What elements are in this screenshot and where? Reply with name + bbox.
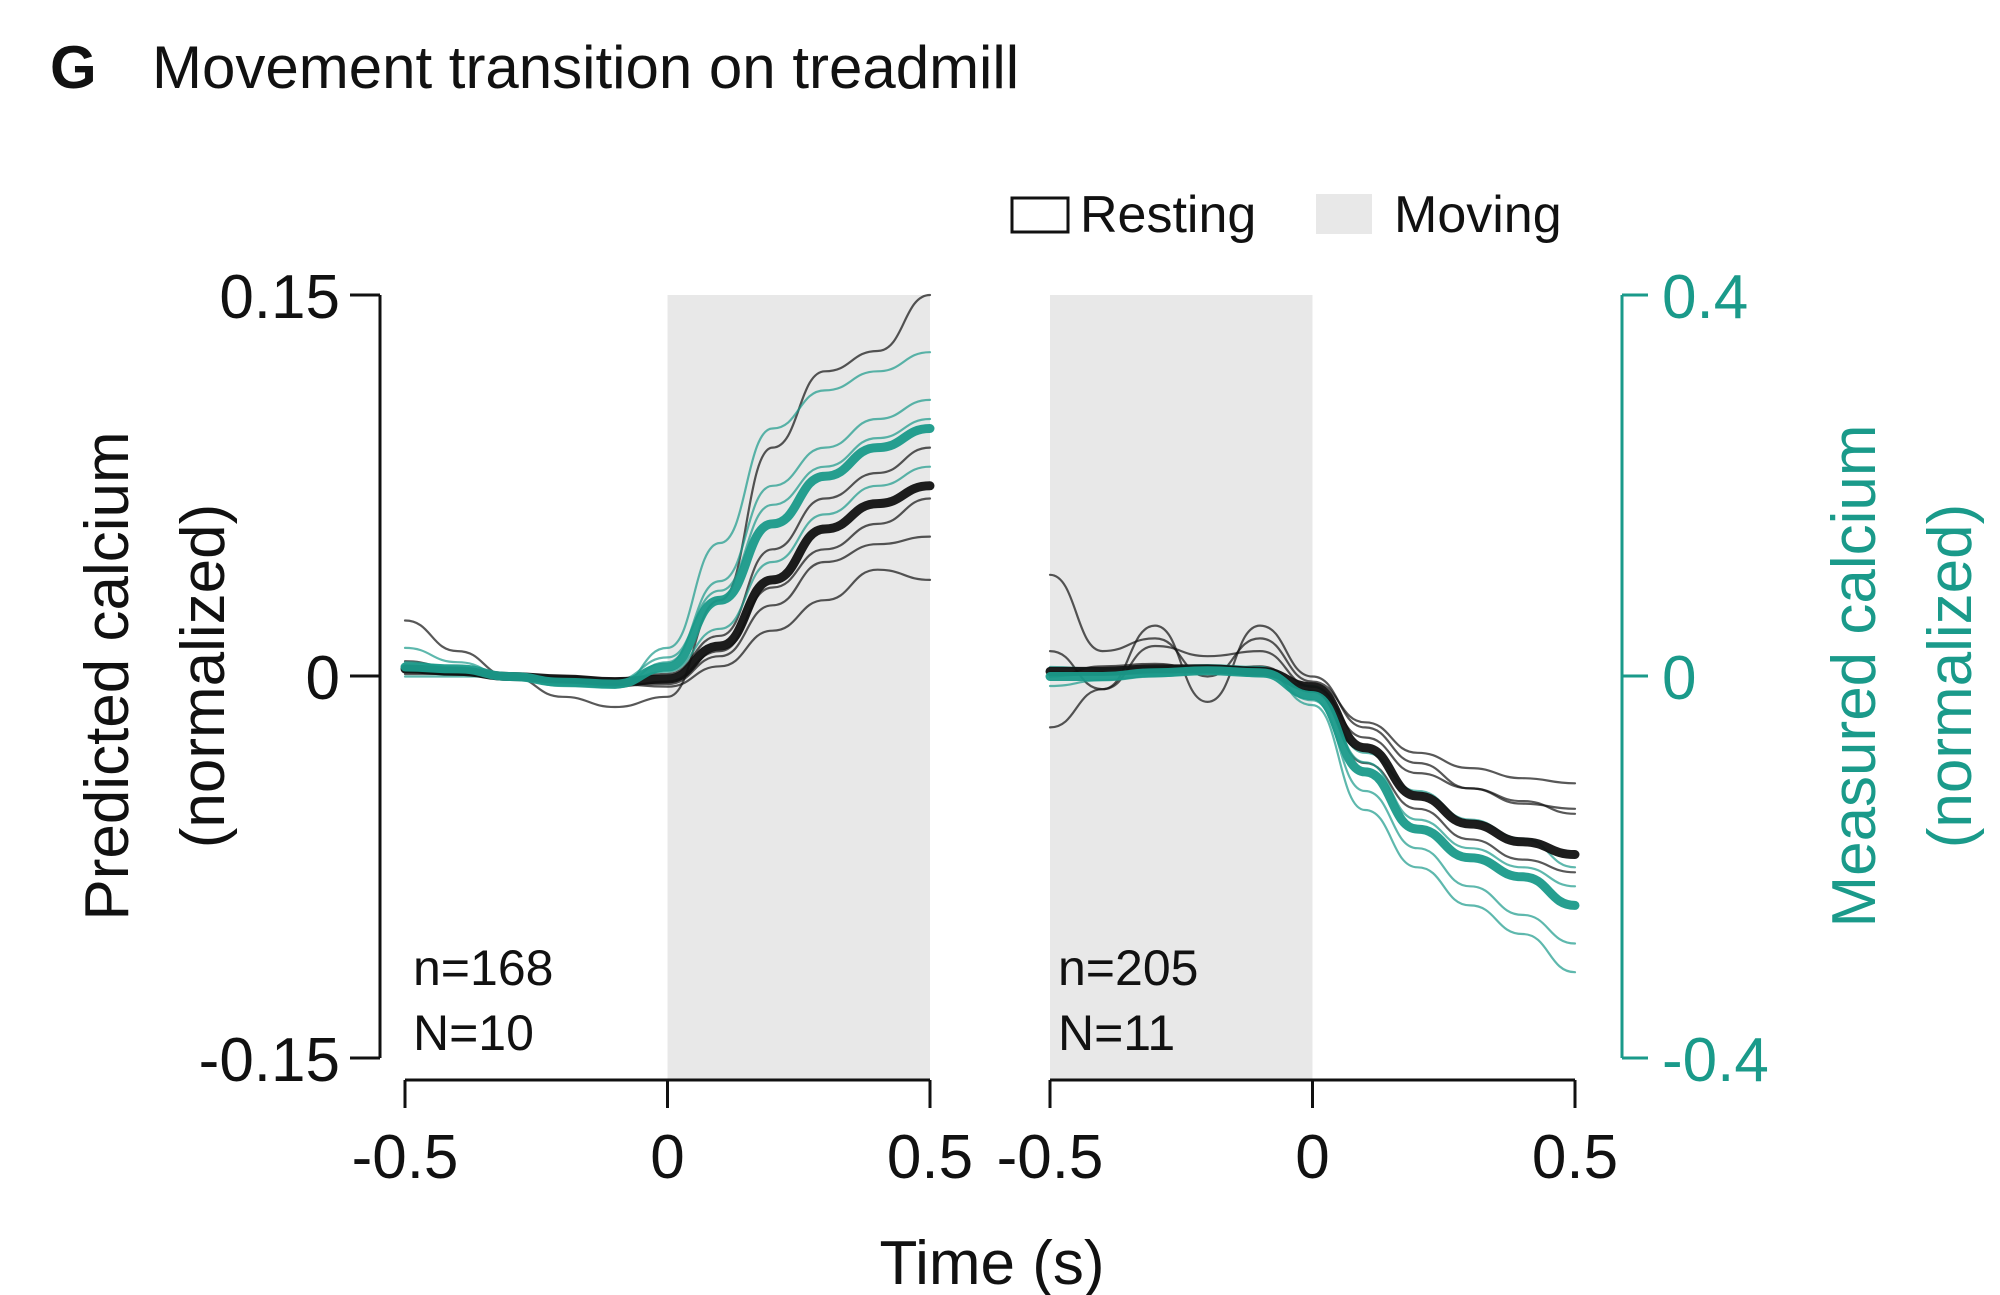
x-tick-label-1-2: 0.5: [887, 1123, 973, 1192]
annotation-n-2: n=205: [1058, 940, 1198, 996]
panel-rest-to-move: -0.5 0 0.5 n=168 N=10: [352, 293, 973, 1192]
right-axis-title-line2: (normalized): [1916, 504, 1985, 849]
left-axis-title: Predicted calcium (normalized): [73, 431, 238, 920]
left-axis-title-line1: Predicted calcium: [73, 431, 142, 920]
annotation-N-1: N=10: [413, 1005, 534, 1061]
legend-resting-swatch: [1010, 196, 1070, 234]
right-axis-title: Measured calcium (normalized): [1820, 424, 1985, 927]
x-axis-title: Time (s): [880, 1229, 1105, 1295]
right-tick-label-mid: 0: [1662, 644, 1696, 713]
annotation-n-1: n=168: [413, 940, 553, 996]
moving-shade-1: [667, 295, 930, 1080]
left-y-axis: 0.15 0 -0.15: [199, 263, 382, 1095]
legend-resting-label: Resting: [1080, 186, 1256, 244]
panel-move-to-rest: -0.5 0 0.5 n=205 N=11: [997, 295, 1618, 1192]
right-axis-title-line1: Measured calcium: [1820, 424, 1889, 927]
legend-moving-swatch: [1316, 194, 1372, 234]
legend-moving-label: Moving: [1394, 186, 1562, 244]
measured-mean-line-1-6: [400, 424, 935, 689]
left-tick-label-mid: 0: [306, 644, 340, 713]
left-tick-label-bottom: -0.15: [199, 1026, 340, 1095]
figure-title: Movement transition on treadmill: [152, 34, 1019, 101]
x-tick-label-1-1: 0: [650, 1123, 684, 1192]
right-tick-label-bottom: -0.4: [1662, 1026, 1769, 1095]
x-tick-label-1-0: -0.5: [352, 1123, 459, 1192]
measured-mean-line-2-5: [1045, 666, 1580, 910]
right-tick-label-top: 0.4: [1662, 263, 1748, 332]
predicted-trace-line-2-1: [1048, 573, 1577, 785]
left-axis-title-line2: (normalized): [169, 504, 238, 849]
annotation-N-2: N=11: [1058, 1005, 1175, 1061]
x-tick-label-2-0: -0.5: [997, 1123, 1104, 1192]
x-tick-label-2-1: 0: [1295, 1123, 1329, 1192]
panel-letter: G: [50, 34, 97, 101]
right-y-axis: 0.4 0 -0.4: [1620, 263, 1769, 1095]
left-tick-label-top: 0.15: [219, 263, 340, 332]
x-tick-label-2-2: 0.5: [1532, 1123, 1618, 1192]
